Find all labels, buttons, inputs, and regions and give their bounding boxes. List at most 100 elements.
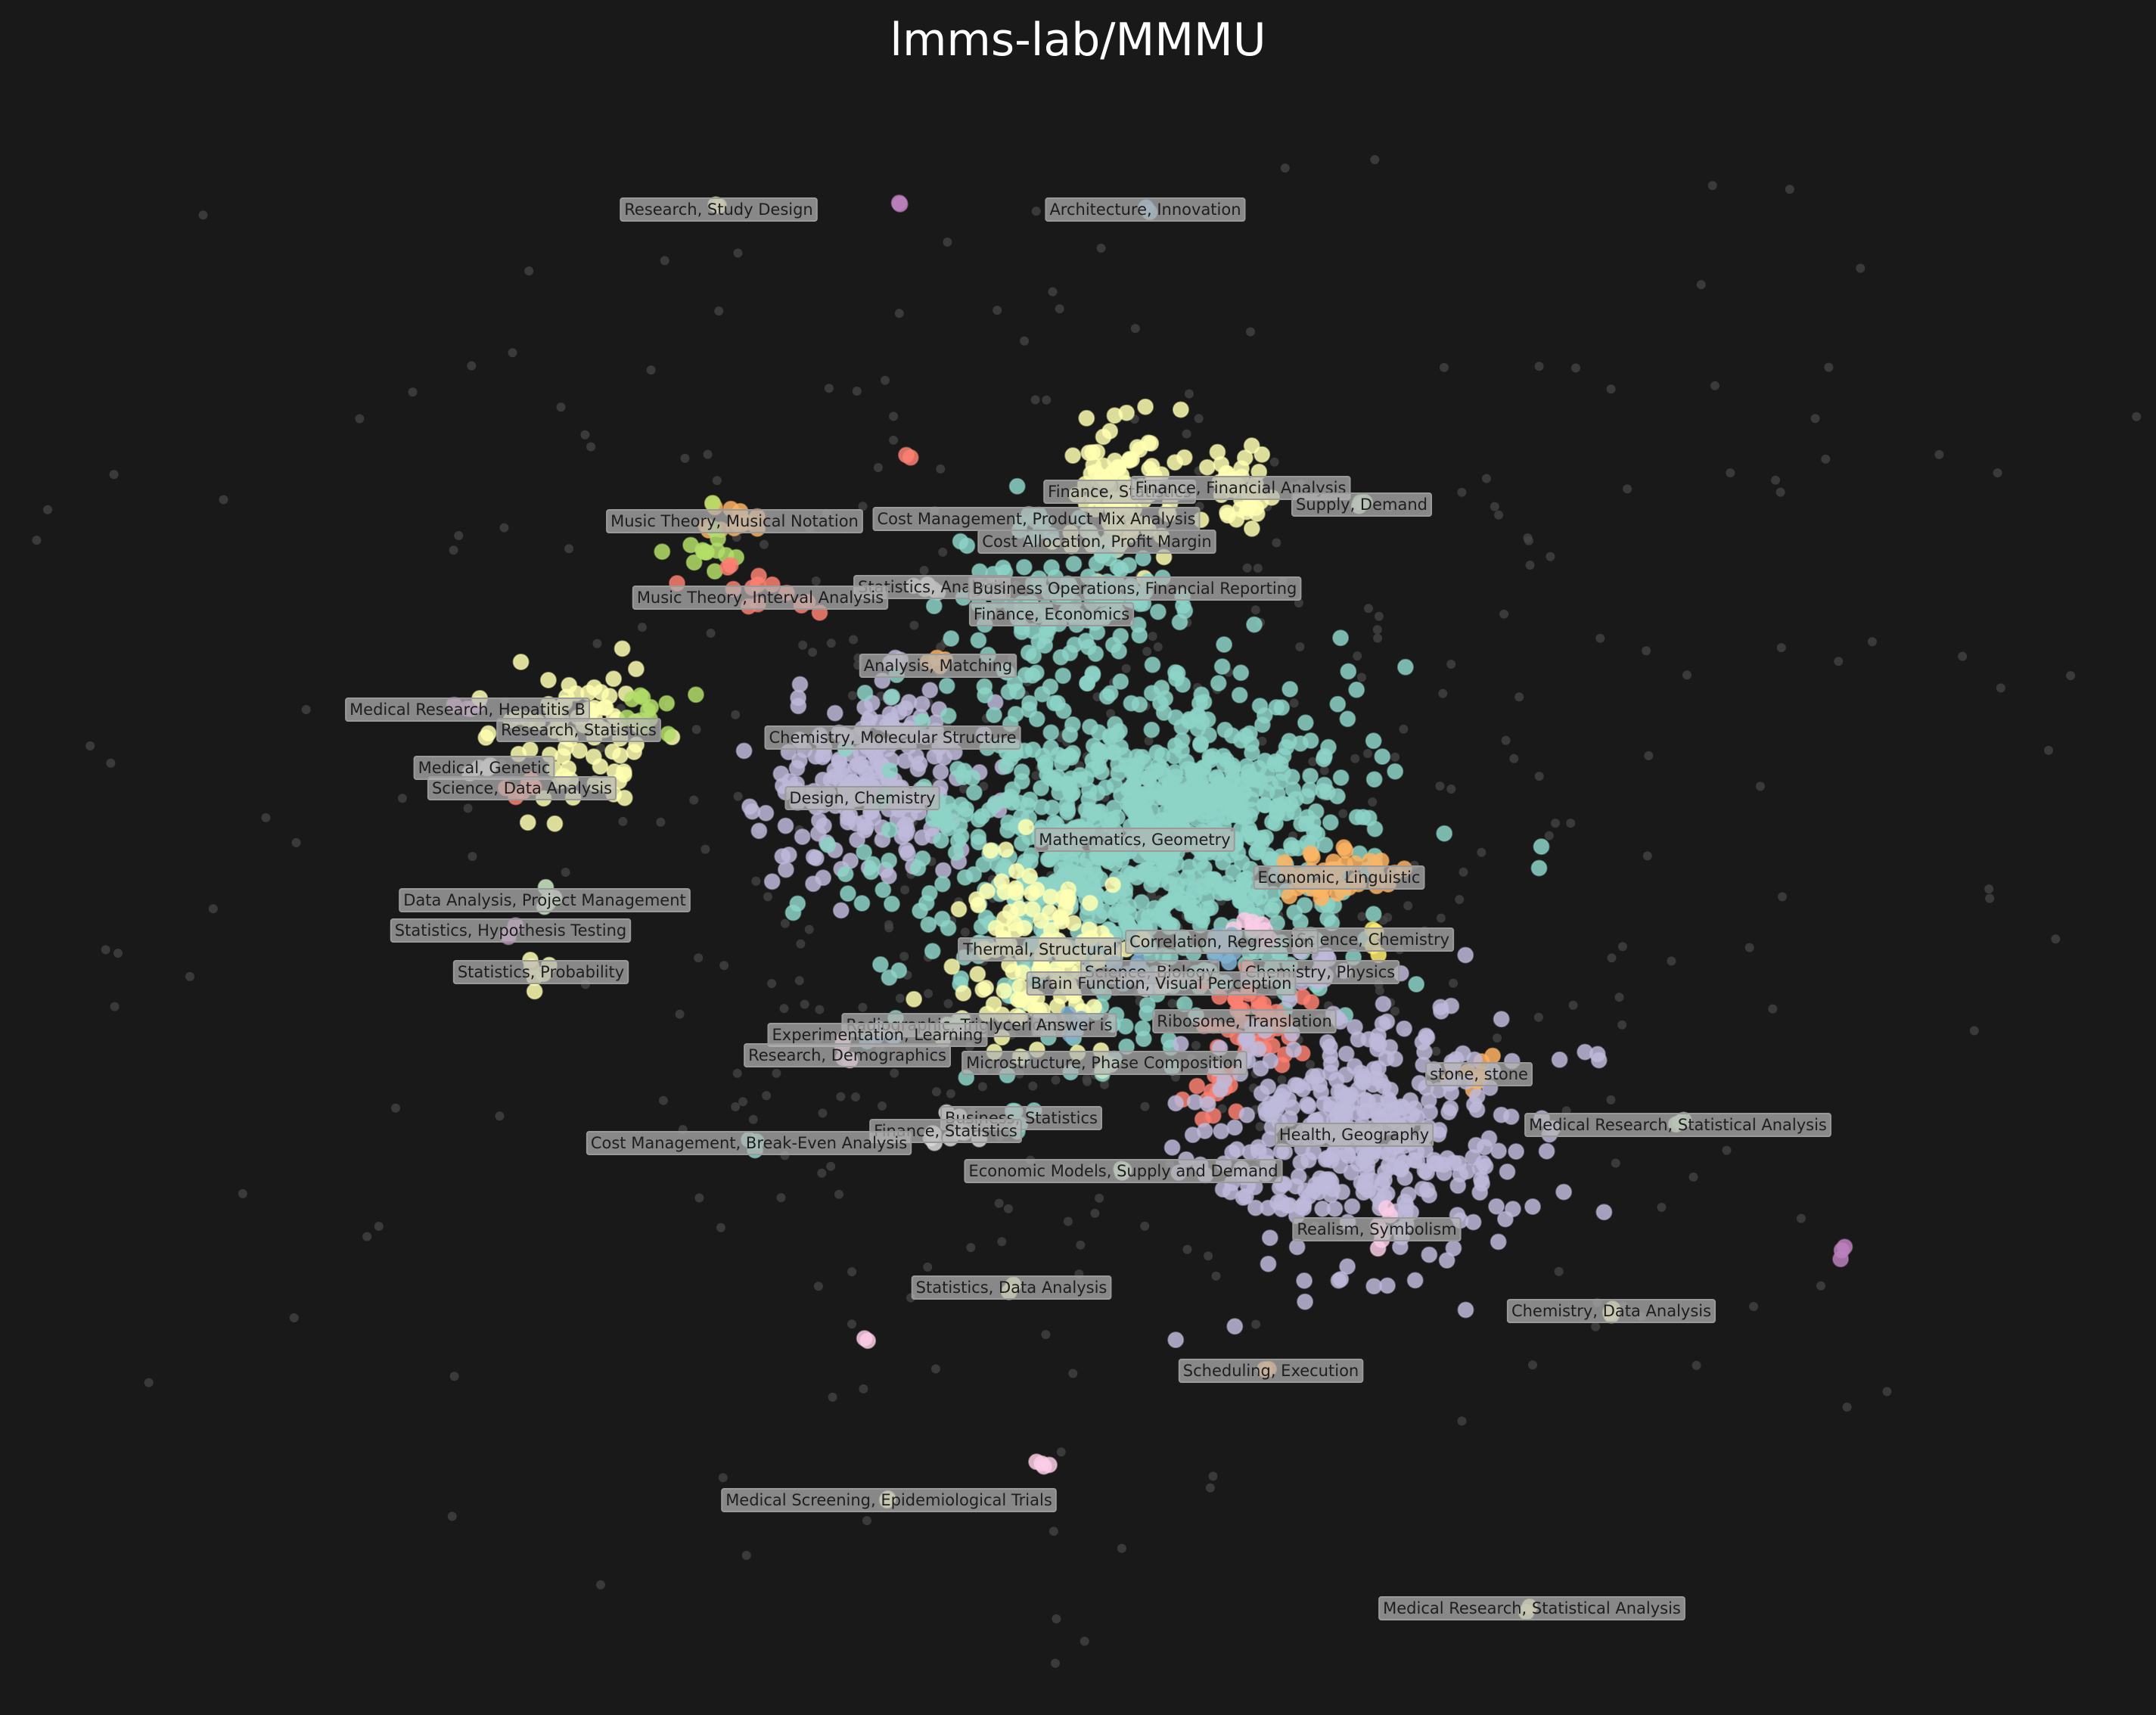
cluster-point bbox=[1105, 799, 1123, 816]
cluster-point bbox=[1310, 1184, 1328, 1201]
cluster-point bbox=[1288, 1238, 1306, 1256]
cluster-point bbox=[1254, 446, 1271, 463]
cluster-point bbox=[918, 894, 935, 912]
noise-point bbox=[208, 904, 218, 914]
noise-point bbox=[873, 463, 883, 473]
cluster-point bbox=[881, 762, 899, 779]
cluster-point bbox=[1219, 884, 1236, 902]
noise-point bbox=[701, 844, 710, 854]
noise-point bbox=[144, 1378, 154, 1387]
noise-point bbox=[1028, 1081, 1038, 1091]
noise-point bbox=[1544, 831, 1554, 840]
cluster-label-text: Statistics, Probability bbox=[458, 963, 624, 981]
cluster-label-box bbox=[968, 602, 1135, 626]
noise-point bbox=[1184, 389, 1194, 399]
noise-point bbox=[1642, 646, 1651, 656]
cluster-label-box bbox=[784, 786, 940, 810]
cluster-point bbox=[1250, 1040, 1267, 1058]
noise-point bbox=[716, 1223, 725, 1232]
cluster-point bbox=[1218, 780, 1235, 797]
noise-point bbox=[824, 384, 834, 393]
cluster-point bbox=[1198, 900, 1216, 918]
noise-point bbox=[447, 1511, 457, 1521]
cluster-point bbox=[1137, 398, 1154, 415]
cluster-point bbox=[1468, 1136, 1485, 1154]
cluster-point bbox=[757, 804, 775, 822]
cluster-point bbox=[1258, 1105, 1275, 1123]
cluster-point bbox=[1332, 769, 1350, 786]
noise-point bbox=[261, 812, 271, 822]
noise-point bbox=[808, 648, 818, 657]
cluster-point bbox=[1297, 714, 1314, 732]
cluster-point bbox=[1421, 1246, 1438, 1263]
cluster-point bbox=[965, 784, 983, 801]
cluster-point bbox=[899, 822, 916, 839]
noise-point bbox=[596, 1580, 605, 1589]
noise-point bbox=[776, 1193, 786, 1203]
cluster-point bbox=[1304, 814, 1322, 831]
cluster-point bbox=[1269, 804, 1286, 822]
cluster-point bbox=[1368, 1040, 1386, 1058]
noise-point bbox=[43, 505, 52, 514]
cluster-point bbox=[935, 809, 952, 827]
noise-point bbox=[1591, 1322, 1601, 1331]
cluster-point bbox=[1002, 788, 1019, 806]
cluster-label-box bbox=[962, 1051, 1247, 1075]
noise-point bbox=[675, 1009, 685, 1019]
cluster-point bbox=[1195, 693, 1213, 710]
cluster-label-text: Realism, Symbolism bbox=[1297, 1220, 1456, 1238]
cluster-point bbox=[1039, 850, 1057, 868]
noise-point bbox=[1439, 362, 1449, 372]
cluster-point bbox=[934, 862, 952, 879]
cluster-point bbox=[791, 676, 809, 693]
cluster-label-box bbox=[632, 586, 889, 610]
cluster-label: Statistics, Hypothesis Testing bbox=[390, 918, 632, 943]
cluster-point bbox=[1021, 791, 1039, 808]
cluster-point bbox=[1198, 458, 1216, 476]
noise-point bbox=[580, 430, 590, 440]
noise-point bbox=[1644, 751, 1654, 760]
noise-point bbox=[289, 1313, 299, 1322]
cluster-label-text: Science, Data Analysis bbox=[432, 779, 612, 797]
noise-point bbox=[1144, 736, 1154, 746]
cluster-point bbox=[982, 842, 999, 859]
noise-point bbox=[1524, 536, 1533, 545]
noise-point bbox=[1816, 1281, 1825, 1291]
cluster-point bbox=[1508, 1143, 1525, 1160]
cluster-point bbox=[1205, 792, 1222, 809]
cluster-label: Analysis, Matching bbox=[859, 654, 1017, 678]
cluster-point bbox=[1490, 1233, 1507, 1251]
noise-point bbox=[467, 361, 477, 371]
cluster-label-text: Cost Management, Break-Even Analysis bbox=[591, 1134, 907, 1152]
noise-point bbox=[2066, 671, 2076, 681]
cluster-label-text: Answer is bbox=[1036, 1016, 1113, 1034]
noise-point bbox=[1208, 1471, 1218, 1481]
cluster-point bbox=[950, 900, 968, 918]
noise-point bbox=[1534, 362, 1544, 371]
cluster-label: Cost Management, Product Mix Analysis bbox=[872, 507, 1201, 531]
cluster-label-box bbox=[399, 888, 691, 912]
cluster-point bbox=[1064, 716, 1081, 733]
cluster-point bbox=[777, 861, 794, 878]
cluster-label-text: Brain Function, Visual Perception bbox=[1031, 974, 1292, 993]
noise-point bbox=[767, 979, 777, 989]
cluster-point bbox=[1167, 454, 1184, 471]
cluster-point bbox=[1140, 771, 1157, 788]
cluster-label: Chemistry, Data Analysis bbox=[1506, 1299, 1716, 1323]
cluster-label-box bbox=[958, 937, 1122, 962]
noise-point bbox=[1642, 851, 1652, 861]
noise-point bbox=[592, 638, 602, 648]
cluster-label-box bbox=[1274, 1123, 1434, 1147]
noise-point bbox=[862, 1516, 871, 1526]
noise-point bbox=[909, 620, 919, 630]
noise-point bbox=[586, 442, 596, 452]
cluster-point bbox=[1296, 1272, 1313, 1289]
cluster-label-box bbox=[1045, 197, 1246, 222]
cluster-point bbox=[1268, 699, 1285, 716]
cluster-point bbox=[1078, 409, 1095, 427]
noise-point bbox=[113, 949, 123, 958]
cluster-point bbox=[1157, 776, 1174, 794]
noise-point bbox=[1289, 698, 1299, 708]
cluster-point bbox=[744, 803, 761, 820]
cluster-point bbox=[996, 910, 1013, 927]
